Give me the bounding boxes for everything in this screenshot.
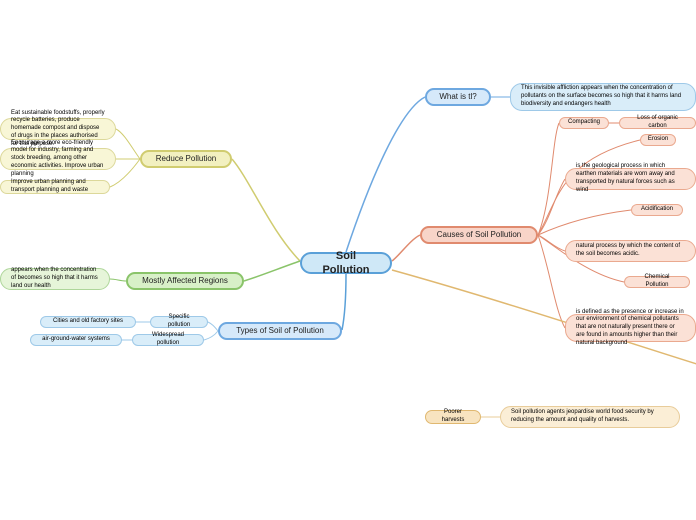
cause-loss-carbon[interactable]: Loss of organic carbon [619,117,696,129]
type-widespread[interactable]: Widespread pollution [132,334,204,346]
reduce-item-3: Improve urban planning and transport pla… [0,180,110,194]
erosion-desc: is the geological process in which earth… [565,168,696,190]
reduce-item-1: Eat sustainable foodstuffs, properly rec… [0,118,116,140]
branch-types[interactable]: Types of Soil of Pollution [218,322,342,340]
branch-mostly-affected[interactable]: Mostly Affected Regions [126,272,244,290]
type-specific[interactable]: Specific pollution [150,316,208,328]
branch-what-is-it[interactable]: What is tl? [425,88,491,106]
root-node[interactable]: Soil Pollution [300,252,392,274]
cause-compacting[interactable]: Compacting [559,117,609,129]
type-agw[interactable]: air-ground-water systems [30,334,122,346]
type-cities[interactable]: Cities and old factory sites [40,316,136,328]
what-is-it-desc: This invisible affliction appears when t… [510,83,696,111]
cause-acidification[interactable]: Acidification [631,204,683,216]
cause-chemical[interactable]: Chemical Pollution [624,276,690,288]
branch-reduce[interactable]: Reduce Pollution [140,150,232,168]
branch-causes[interactable]: Causes of Soil Pollution [420,226,538,244]
poorer-harvests[interactable]: Poorer harvests [425,410,481,424]
poorer-desc: Soil pollution agents jeopardise world f… [500,406,680,428]
chem-desc: is defined as the presence or increase i… [565,314,696,342]
cause-erosion[interactable]: Erosion [640,134,676,146]
mostly-desc: appears when the concentration of become… [0,268,110,290]
reduce-item-2: Encourage a more eco-friendly model for … [0,148,116,170]
acid-desc: natural process by which the content of … [565,240,696,262]
